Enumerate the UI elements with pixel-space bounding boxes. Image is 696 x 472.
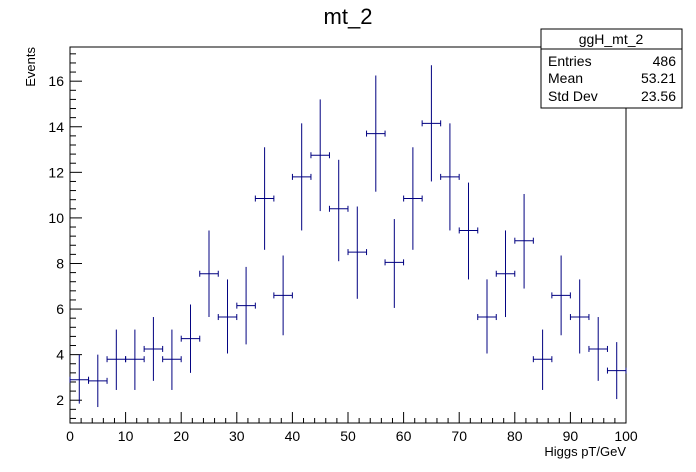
data-point — [125, 329, 145, 390]
data-point — [217, 279, 238, 354]
data-point — [254, 147, 275, 250]
x-tick-label: 40 — [285, 428, 301, 444]
data-point — [236, 266, 256, 345]
y-tick-label: 14 — [48, 119, 64, 135]
x-tick-label: 80 — [507, 428, 523, 444]
data-point — [143, 317, 164, 381]
data-point — [328, 159, 349, 262]
stats-box-title: ggH_mt_2 — [579, 31, 644, 47]
data-point — [180, 304, 201, 373]
y-tick-label: 6 — [56, 301, 64, 317]
data-point — [551, 255, 571, 336]
chart-title: mt_2 — [324, 4, 373, 29]
data-point — [514, 193, 534, 289]
x-tick-label: 70 — [451, 428, 467, 444]
y-axis-title: Events — [23, 47, 38, 87]
data-point — [477, 279, 497, 354]
x-tick-label: 60 — [396, 428, 412, 444]
y-tick-label: 16 — [48, 73, 64, 89]
x-tick-label: 0 — [66, 428, 74, 444]
data-point — [310, 99, 330, 212]
data-point — [88, 354, 108, 408]
stats-box: ggH_mt_2 Entries 486 Mean 53.21 Std Dev … — [540, 28, 683, 109]
data-point — [569, 279, 590, 354]
data-point — [162, 329, 182, 390]
x-tick-label: 100 — [614, 428, 638, 444]
stats-mean-label: Mean — [548, 70, 583, 86]
data-point — [421, 65, 442, 182]
x-tick-label: 50 — [340, 428, 356, 444]
stats-entries-value: 486 — [653, 53, 677, 69]
y-axis: 2 4 6 8 10 12 14 16 — [48, 53, 82, 419]
stats-box-frame — [540, 28, 683, 109]
x-tick-label: 90 — [563, 428, 579, 444]
data-point — [403, 147, 423, 250]
y-tick-label: 10 — [48, 210, 64, 226]
data-point — [366, 75, 386, 192]
y-tick-label: 2 — [56, 392, 64, 408]
data-point — [588, 317, 608, 381]
data-points — [69, 65, 627, 408]
data-point — [69, 354, 90, 404]
y-tick-label: 8 — [56, 255, 64, 271]
data-point — [606, 342, 627, 400]
stats-mean-value: 53.21 — [641, 70, 676, 86]
x-tick-label: 10 — [118, 428, 134, 444]
y-tick-label: 12 — [48, 164, 64, 180]
data-point — [291, 123, 312, 231]
data-point — [273, 255, 293, 336]
stats-stddev-label: Std Dev — [548, 88, 598, 104]
data-point — [440, 123, 460, 231]
data-point — [347, 206, 368, 299]
y-tick-label: 4 — [56, 347, 64, 363]
x-axis: 0 10 20 30 40 50 60 70 80 90 100 — [66, 412, 638, 444]
x-tick-label: 30 — [229, 428, 245, 444]
stats-entries-label: Entries — [548, 53, 592, 69]
data-point — [199, 230, 219, 318]
x-axis-title: Higgs pT/GeV — [544, 444, 626, 459]
data-point — [384, 219, 405, 308]
x-tick-label: 20 — [173, 428, 189, 444]
data-point — [495, 230, 516, 318]
data-point — [532, 329, 553, 390]
stats-stddev-value: 23.56 — [641, 88, 676, 104]
data-point — [106, 329, 127, 390]
data-point — [458, 182, 479, 280]
